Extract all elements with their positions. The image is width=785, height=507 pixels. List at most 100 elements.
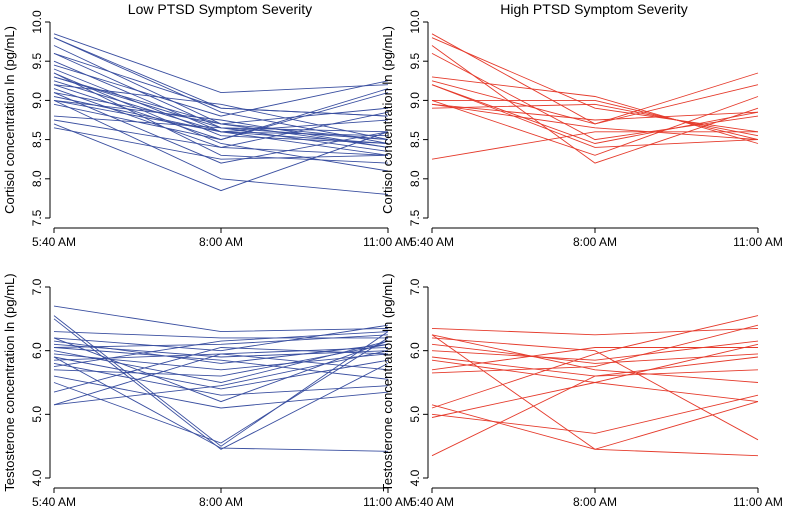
y-tick-label: 8.5 [30, 131, 44, 148]
series-line-4 [431, 53, 759, 141]
series-line-13 [432, 99, 759, 141]
series-line-11 [431, 315, 759, 409]
panel-title: High PTSD Symptom Severity [500, 1, 688, 17]
y-tick-label: 10.0 [30, 10, 44, 34]
x-tick-label: 5:40 AM [410, 235, 454, 249]
series-line-24 [53, 127, 389, 160]
x-tick-label: 11:00 AM [733, 495, 783, 507]
x-tick-label: 11:00 AM [363, 235, 413, 249]
series-line-8 [53, 334, 389, 348]
series-line-7 [431, 84, 759, 148]
series-line-19 [53, 99, 389, 148]
x-tick-label: 8:00 AM [199, 235, 243, 249]
series-line-1 [53, 33, 389, 94]
series-line-23 [53, 123, 389, 192]
x-tick-label: 5:40 AM [410, 495, 454, 507]
series-line-12 [431, 131, 758, 160]
series-line-13 [431, 343, 759, 418]
series-line-15 [53, 375, 389, 409]
x-tick-label: 5:40 AM [32, 235, 76, 249]
series-line-14 [431, 84, 759, 144]
series-line-6 [53, 64, 389, 117]
series-line-15 [431, 334, 759, 450]
series-line-16 [53, 92, 389, 141]
panel-bottom-left: 4.0 5.0 6.0 7.0 5:40 AM 8:00 AM 11:00 AM Testos… [2, 273, 413, 507]
series-line-8 [431, 96, 759, 156]
series-line-20 [53, 356, 389, 452]
series-line-14 [53, 88, 389, 156]
series-line-20 [53, 92, 389, 141]
y-axis-title: Cortisol concentration ln (pg/mL) [2, 26, 17, 214]
y-tick-label: 5.0 [408, 406, 422, 423]
x-tick-label: 8:00 AM [573, 235, 617, 249]
y-tick-label: 8.5 [408, 131, 422, 148]
series-line-19 [53, 350, 389, 406]
y-tick-label: 7.0 [408, 278, 422, 295]
series-line-21 [53, 115, 389, 133]
series-line-2 [431, 334, 759, 383]
series-line-6 [431, 72, 759, 125]
y-tick-label: 4.0 [408, 469, 422, 486]
series-line-10 [431, 404, 759, 457]
y-tick-label: 5.0 [30, 406, 44, 423]
y-tick-label: 6.0 [30, 342, 44, 359]
series-line-26 [53, 72, 389, 172]
series-line-9 [53, 76, 389, 125]
y-axis-title: Testosterone concentration ln (pg/mL) [2, 273, 17, 491]
y-tick-label: 10.0 [408, 10, 422, 34]
y-tick-label: 4.0 [30, 469, 44, 486]
series-line-2 [431, 37, 759, 133]
series-line-11 [431, 103, 759, 137]
y-tick-label: 7.5 [408, 209, 422, 226]
series-line-8 [431, 347, 758, 371]
x-tick-label: 5:40 AM [32, 495, 76, 507]
series-line-3 [53, 318, 389, 450]
series-line-13 [53, 84, 389, 141]
y-axis-title: Testosterone concentration ln (pg/mL) [380, 273, 395, 491]
series-line-18 [53, 99, 389, 195]
series-line-21 [53, 337, 389, 403]
panel-bottom-right: 4.0 5.0 6.0 7.0 5:40 AM 8:00 AM 11:00 AM Testos… [380, 273, 783, 507]
series-line-14 [431, 356, 759, 457]
series-line-13 [53, 362, 389, 396]
y-tick-label: 8.0 [30, 170, 44, 187]
series-line-10 [431, 103, 759, 141]
y-tick-label: 9.0 [408, 92, 422, 109]
series-line-22 [53, 347, 389, 380]
series-line-27 [53, 99, 389, 144]
series-line-10 [53, 353, 389, 371]
y-tick-label: 9.5 [408, 53, 422, 70]
series-line-22 [53, 111, 389, 148]
y-axis-title: Cortisol concentration ln (pg/mL) [380, 26, 395, 214]
panel-top-left: Low PTSD Symptom Severity 7.5 8.0 8.5 9.0 9.5… [2, 1, 413, 249]
y-tick-label: 6.0 [408, 342, 422, 359]
y-tick-label: 7.5 [30, 209, 44, 226]
x-tick-label: 11:00 AM [733, 235, 783, 249]
series-line-1 [431, 327, 759, 336]
series-line-14 [53, 343, 389, 377]
series-line-3 [431, 337, 759, 441]
series-line-12 [431, 394, 759, 434]
x-tick-label: 8:00 AM [573, 495, 617, 507]
series-line-25 [53, 52, 389, 117]
panel-title: Low PTSD Symptom Severity [128, 1, 312, 17]
series-line-7 [53, 343, 389, 358]
x-tick-label: 8:00 AM [199, 495, 243, 507]
y-tick-label: 7.0 [30, 278, 44, 295]
series-line-1 [53, 305, 389, 333]
y-tick-label: 9.5 [30, 53, 44, 70]
series-line-2 [53, 315, 389, 447]
series-line-5 [431, 76, 759, 144]
x-tick-label: 11:00 AM [363, 495, 413, 507]
y-tick-label: 8.0 [408, 170, 422, 187]
series-line-11 [53, 356, 389, 390]
series-line-28 [53, 37, 389, 144]
series-line-9 [431, 103, 759, 121]
panel-top-right: High PTSD Symptom Severity 7.5 8.0 8.5 9.0 9.… [380, 1, 783, 249]
series-line-8 [53, 72, 389, 164]
series-line-9 [431, 324, 759, 374]
series-line-17 [53, 347, 389, 393]
series-line-23 [53, 331, 389, 368]
